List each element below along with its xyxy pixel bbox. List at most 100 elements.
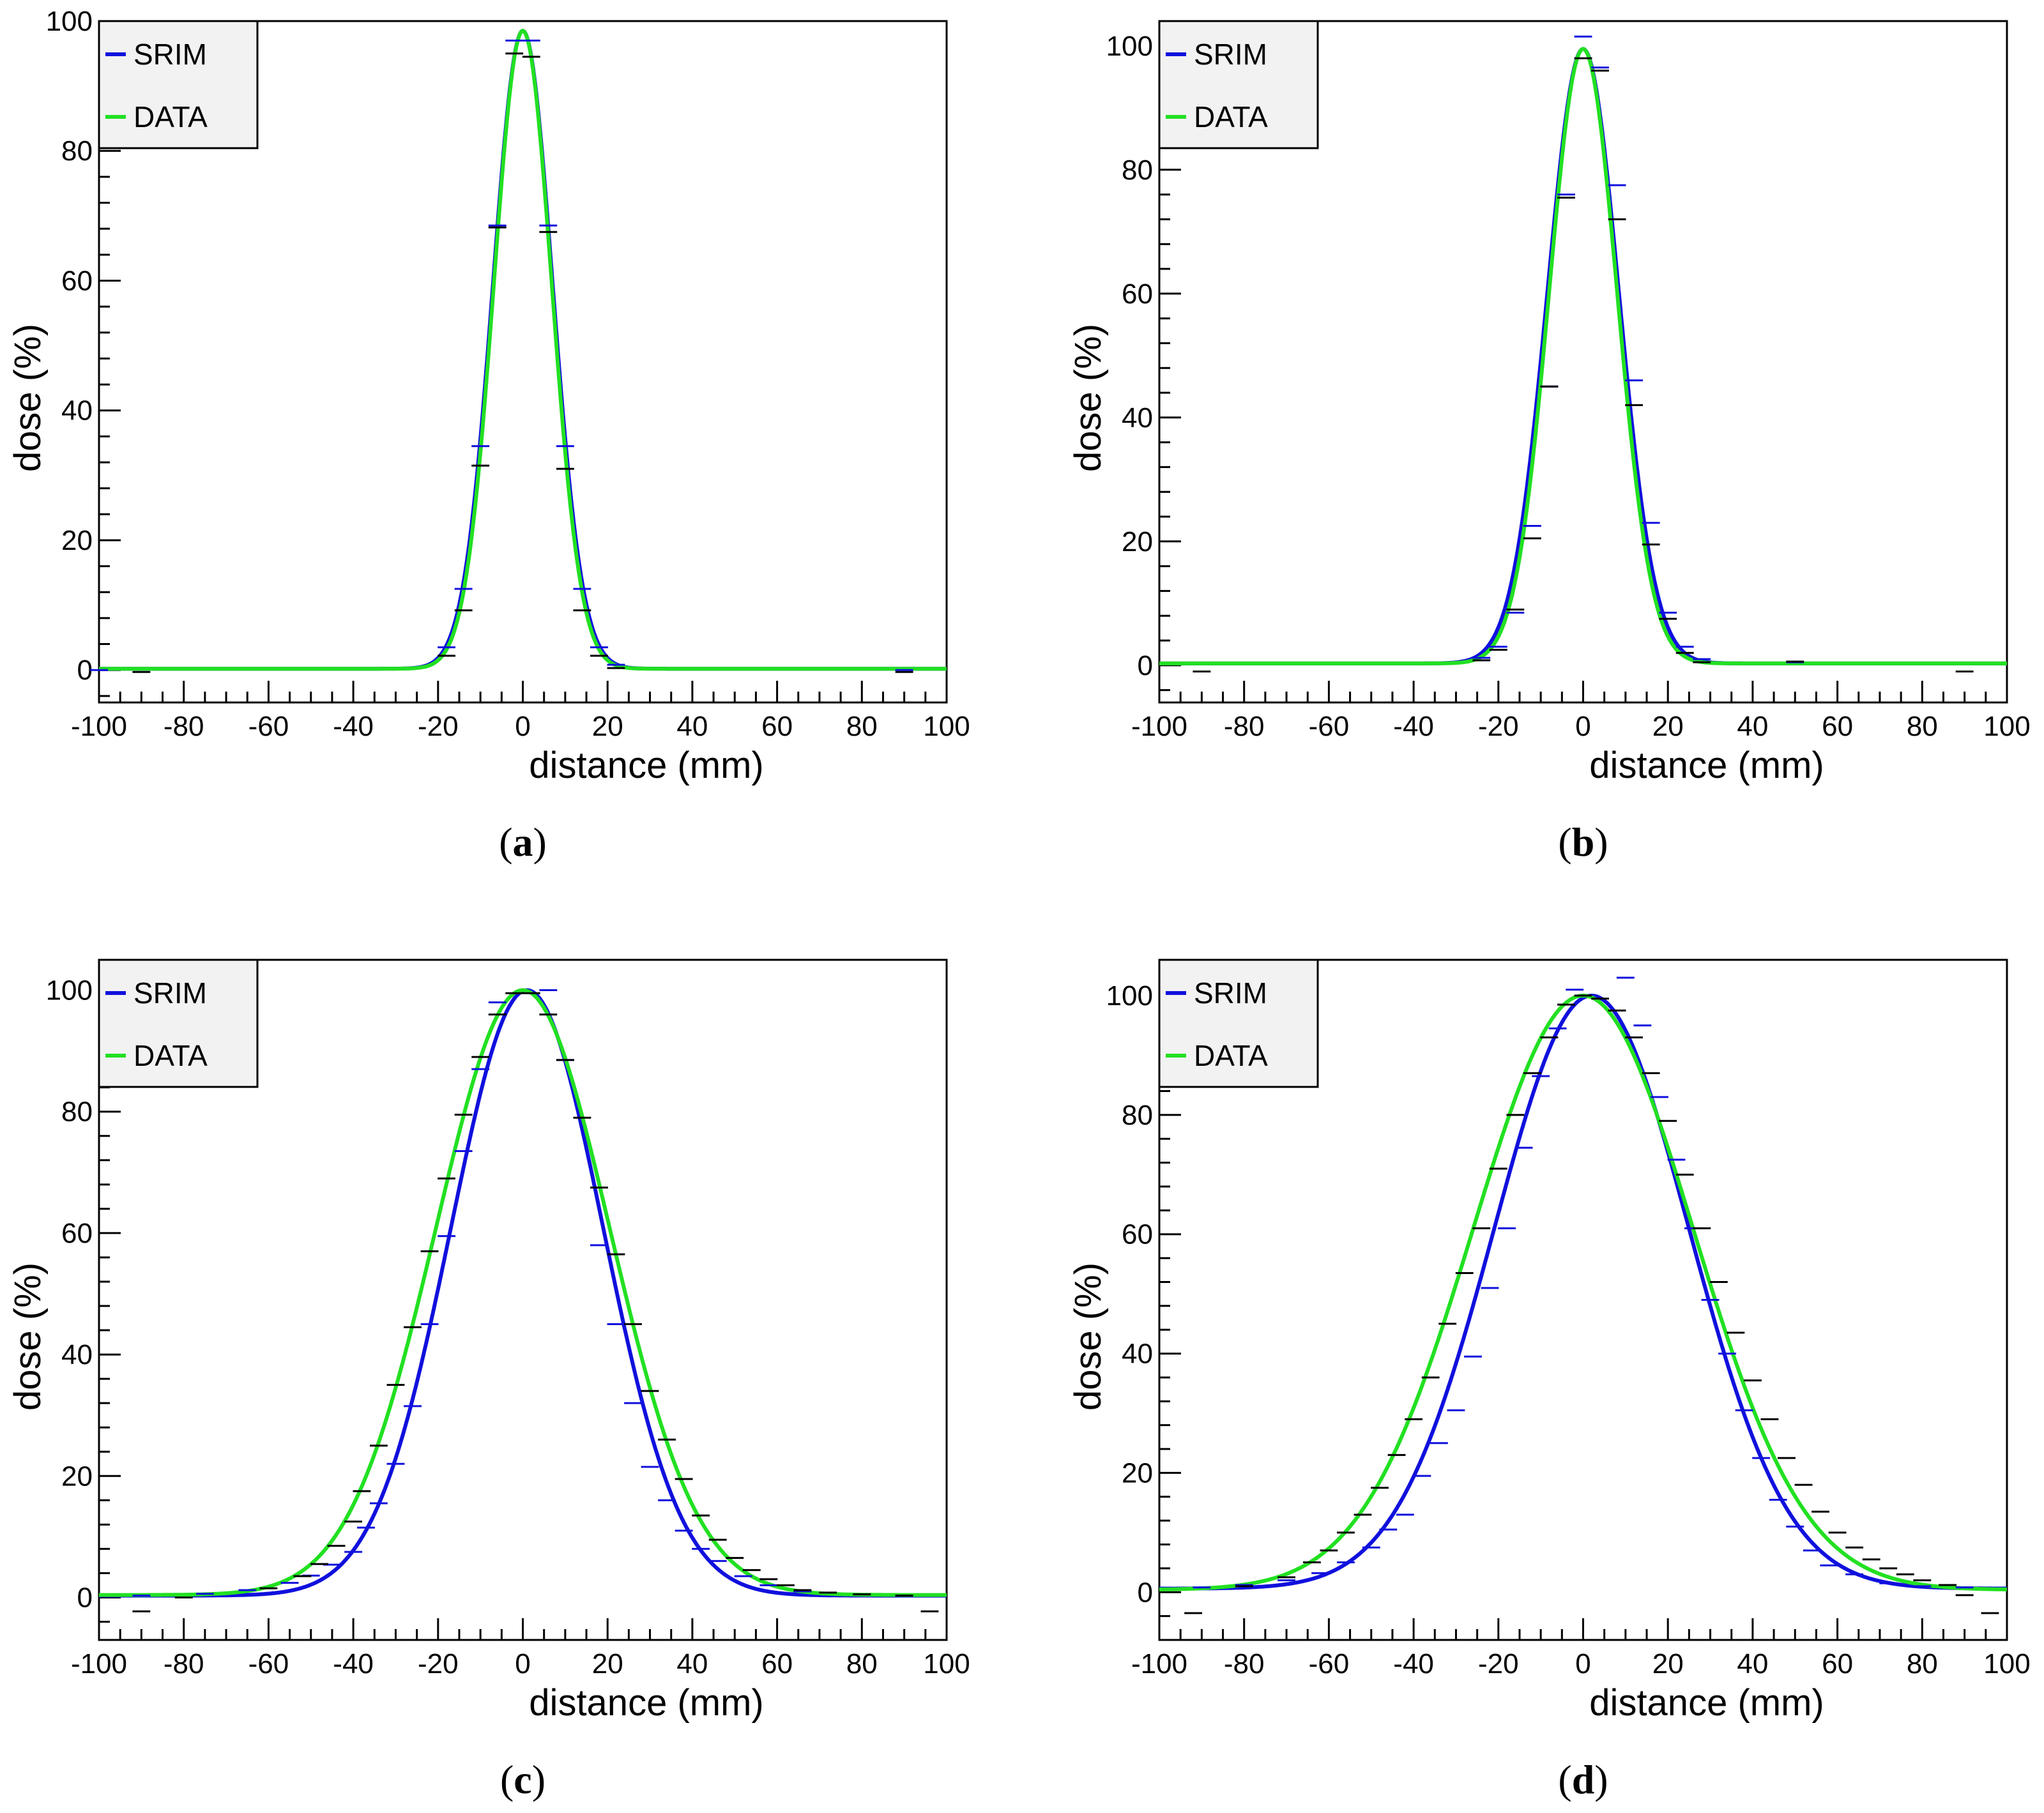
curve-data	[99, 28, 947, 671]
x-tick-label: 100	[1983, 711, 2030, 742]
y-tick-label: 0	[77, 1582, 93, 1613]
caption-letter: c	[514, 1757, 531, 1802]
legend-box	[98, 20, 259, 149]
x-tick-label: -20	[1478, 1648, 1519, 1680]
y-tick-label: 60	[61, 265, 93, 296]
x-tick-label: -80	[1224, 1648, 1265, 1680]
panel-caption: (c)	[500, 1757, 545, 1802]
legend-box	[1158, 20, 1319, 149]
curve-srim	[1159, 994, 2007, 1591]
chart-panel-b: -100 -80 -60 -40 -20 0 20 40 60 80 100 0 20 40 60 80 100…	[1067, 20, 2031, 865]
legend-label-srim: SRIM	[133, 976, 207, 1010]
y-tick-label: 40	[1122, 1339, 1153, 1370]
legend: SRIM DATA	[1158, 20, 1319, 149]
x-tick-label: 0	[515, 711, 530, 742]
caption-paren: )	[533, 819, 547, 865]
y-tick-label: 100	[46, 6, 93, 37]
x-tick-label: 100	[923, 711, 970, 742]
y-tick-label: 20	[61, 525, 93, 556]
y-tick-label: 40	[1122, 402, 1153, 434]
x-tick-label: 60	[1822, 711, 1853, 742]
legend-label-srim: SRIM	[1194, 976, 1267, 1010]
y-tick-label: 80	[61, 1096, 93, 1128]
x-tick-label: -40	[1393, 711, 1434, 742]
y-tick-label: 40	[61, 395, 93, 427]
y-tick-label: 20	[1122, 526, 1153, 558]
y-tick-label: 80	[1122, 155, 1153, 186]
x-tick-label: 60	[1822, 1648, 1853, 1680]
x-tick-label: 20	[592, 711, 623, 742]
x-tick-label: 0	[515, 1648, 530, 1680]
x-axis-title: distance (mm)	[1589, 1682, 1824, 1724]
x-tick-label: -40	[1393, 1648, 1434, 1680]
x-axis-title: distance (mm)	[529, 745, 763, 786]
caption-paren: (	[499, 819, 512, 865]
y-tick-label: 100	[1106, 31, 1153, 62]
x-tick-label: -100	[1131, 1648, 1187, 1680]
caption-letter: b	[1572, 819, 1595, 865]
x-tick-label: 80	[846, 711, 878, 742]
y-axis-title: dose (%)	[7, 324, 49, 472]
x-tick-label: 80	[846, 1648, 878, 1680]
chart-panel-a: -100 -80 -60 -40 -20 0 20 40 60 80 100 0 20 40 60 80 100…	[7, 6, 970, 865]
legend-label-data: DATA	[1194, 1039, 1268, 1072]
legend: SRIM DATA	[98, 20, 259, 149]
x-tick-label: 40	[676, 711, 708, 742]
caption-letter: a	[513, 819, 533, 865]
y-tick-label: 80	[1122, 1100, 1153, 1131]
chart-panel-c: -100 -80 -60 -40 -20 0 20 40 60 80 100 0 20 40 60 80 100…	[7, 959, 970, 1802]
x-tick-label: -80	[164, 711, 204, 742]
panel-caption: (a)	[499, 819, 547, 865]
x-tick-label: -40	[333, 1648, 374, 1680]
legend: SRIM DATA	[98, 959, 259, 1088]
x-axis-title: distance (mm)	[1589, 745, 1824, 786]
legend-label-data: DATA	[133, 1039, 208, 1072]
x-tick-label: 40	[1737, 1648, 1768, 1680]
caption-paren: (	[1558, 1757, 1571, 1802]
caption-paren: )	[1594, 819, 1608, 865]
x-tick-label: 100	[1983, 1648, 2030, 1680]
x-tick-label: -60	[248, 711, 289, 742]
x-tick-label: 100	[923, 1648, 970, 1680]
x-tick-label: 60	[761, 711, 793, 742]
legend-label-data: DATA	[133, 100, 208, 133]
y-tick-label: 0	[1138, 1577, 1153, 1608]
x-tick-label: -40	[333, 711, 374, 742]
y-tick-label: 0	[1138, 650, 1153, 681]
x-tick-label: 20	[1652, 711, 1684, 742]
x-tick-label: 20	[592, 1648, 623, 1680]
legend: SRIM DATA	[1158, 959, 1319, 1088]
caption-paren: (	[1558, 819, 1571, 865]
legend-box	[98, 959, 259, 1088]
x-tick-label: 20	[1652, 1648, 1684, 1680]
x-tick-label: 40	[1737, 711, 1768, 742]
y-tick-label: 60	[61, 1218, 93, 1249]
y-tick-label: 100	[46, 975, 93, 1006]
panel-caption: (d)	[1558, 1757, 1608, 1802]
x-tick-label: -20	[1478, 711, 1519, 742]
caption-paren: (	[500, 1757, 514, 1802]
y-axis-title: dose (%)	[7, 1263, 49, 1411]
y-tick-label: 100	[1106, 980, 1153, 1012]
x-tick-label: -60	[1309, 1648, 1350, 1680]
x-axis-title: distance (mm)	[529, 1682, 763, 1724]
x-tick-label: -60	[1309, 711, 1350, 742]
x-tick-label: -20	[418, 1648, 459, 1680]
x-tick-label: -100	[71, 1648, 127, 1680]
legend-label-data: DATA	[1194, 100, 1268, 133]
caption-letter: d	[1572, 1757, 1595, 1802]
y-tick-label: 60	[1122, 1219, 1153, 1250]
y-axis-title: dose (%)	[1067, 324, 1109, 472]
legend-box	[1158, 959, 1319, 1088]
x-tick-label: 60	[761, 1648, 793, 1680]
y-tick-label: 20	[1122, 1457, 1153, 1489]
caption-paren: )	[532, 1757, 545, 1802]
x-tick-label: 80	[1907, 1648, 1938, 1680]
legend-label-srim: SRIM	[133, 38, 207, 71]
x-tick-label: -80	[1224, 711, 1265, 742]
y-tick-label: 80	[61, 135, 93, 167]
legend-label-srim: SRIM	[1194, 38, 1267, 71]
panel-caption: (b)	[1558, 819, 1608, 865]
y-tick-label: 60	[1122, 278, 1153, 310]
